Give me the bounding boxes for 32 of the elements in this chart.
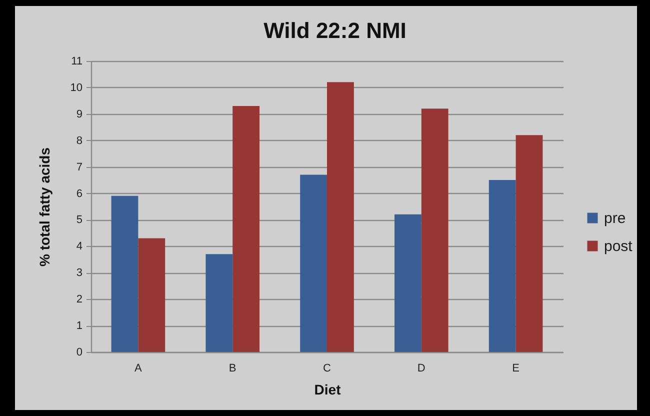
bar: [111, 196, 138, 352]
y-tick-label: 8: [76, 134, 82, 147]
bar: [516, 135, 543, 352]
bar: [488, 180, 516, 352]
bar: [300, 174, 327, 352]
chart-title: Wild 22:2 NMI: [264, 18, 406, 43]
y-tick-label: 1: [76, 320, 82, 332]
y-tick-label: 4: [76, 240, 82, 253]
bar: [232, 106, 260, 352]
x-tick-label: B: [228, 362, 236, 374]
bar: [206, 254, 233, 352]
x-tick-label: E: [512, 362, 520, 374]
y-tick-label: 5: [76, 214, 82, 226]
x-tick-label: A: [134, 362, 143, 374]
y-tick-label: 11: [71, 56, 82, 68]
y-tick-label: 7: [76, 161, 82, 174]
x-axis-title: Diet: [314, 382, 342, 398]
y-axis-title: % total fatty acids: [36, 147, 52, 267]
x-tick-label: D: [417, 362, 426, 374]
y-tick-label: 9: [76, 108, 82, 120]
legend-label: pre: [604, 210, 626, 227]
y-tick-label: 6: [76, 188, 82, 200]
y-tick-label: 3: [76, 267, 82, 280]
y-tick-label: 10: [70, 82, 82, 94]
y-tick-label: 0: [76, 346, 82, 358]
legend-label: post: [604, 238, 634, 255]
y-tick-label: 2: [76, 294, 82, 306]
x-tick-label: C: [323, 362, 332, 374]
bar: [421, 108, 448, 352]
bar: [138, 238, 166, 352]
bar: [394, 214, 422, 352]
bar: [327, 82, 354, 352]
